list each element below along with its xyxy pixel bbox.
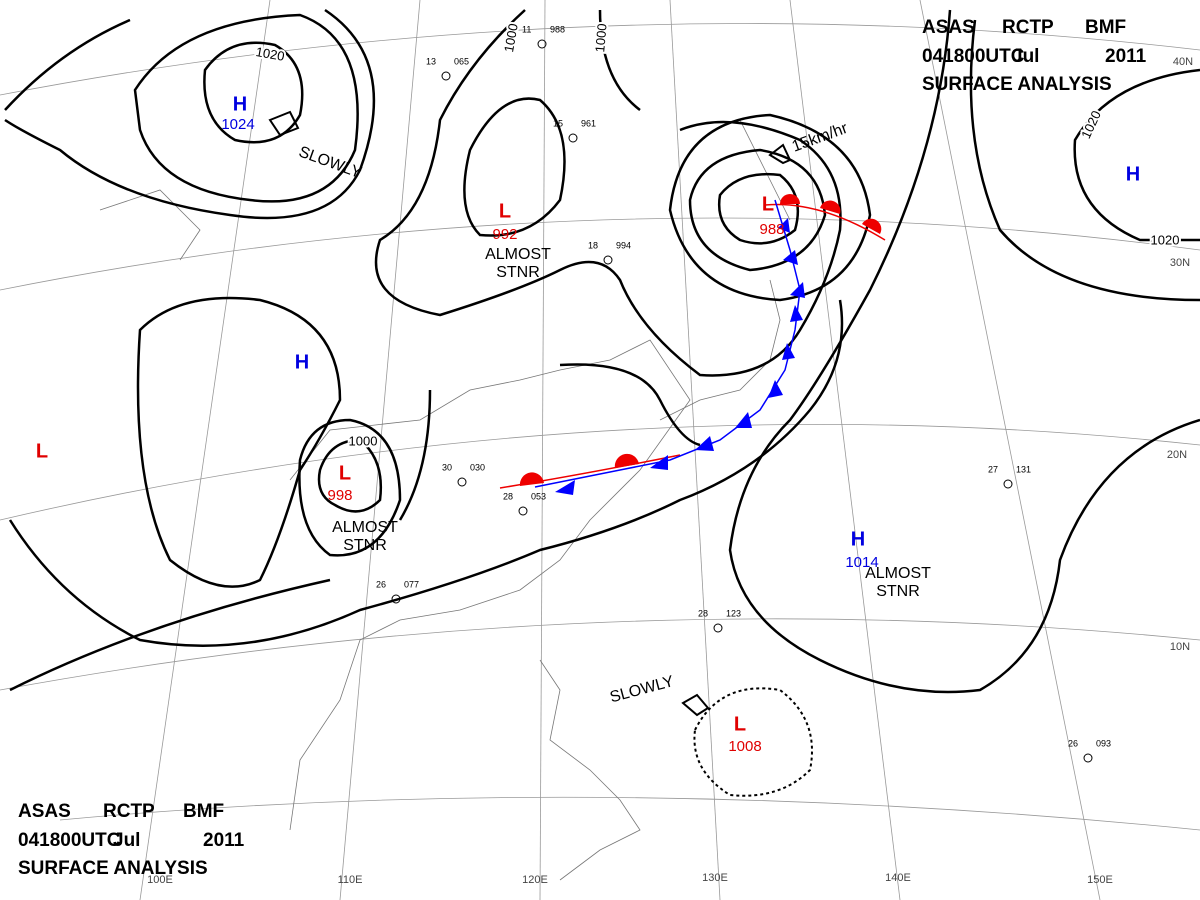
pressure-center-symbol: L [499,200,511,222]
station-pressure: 030 [470,462,485,472]
station-pressure: 994 [616,240,631,250]
station-marker [441,71,451,81]
motion-label: ALMOST STNR [332,519,398,554]
longitude-label: 150E [1087,874,1113,886]
station-pressure: 077 [404,579,419,589]
station-temp: 28 [698,608,708,618]
pressure-center-symbol: L [762,193,774,215]
station-pressure: 053 [531,491,546,501]
station-marker [457,477,467,487]
station-marker [1083,753,1093,763]
latitude-label: 40N [1173,56,1193,68]
station-marker [537,39,547,49]
station-temp: 13 [426,56,436,66]
latitude-label: 30N [1170,257,1190,269]
station-pressure: 961 [581,118,596,128]
isobars [4,8,1200,797]
longitude-label: 100E [147,874,173,886]
station-temp: 28 [503,491,513,501]
header-word: 2011 [203,830,245,851]
header-word: Jul [1012,46,1039,67]
station-pressure: 093 [1096,738,1111,748]
header-word: RCTP [103,801,155,822]
header-word: 2011 [1105,46,1147,67]
header-line: SURFACE ANALYSIS [922,74,1112,95]
isobar-label: 1000 [592,23,609,53]
station-pressure: 131 [1016,464,1031,474]
station-marker [518,506,528,516]
header-word: BMF [183,801,224,822]
station-pressure: 123 [726,608,741,618]
fronts [268,110,886,717]
longitude-label: 120E [522,874,548,886]
isobar-label: 1000 [349,433,378,448]
station-pressure: 988 [550,24,565,34]
station-marker [391,594,401,604]
pressure-center-symbol: L [734,713,746,735]
pressure-center-symbol: H [1126,163,1140,185]
header-word: RCTP [1002,17,1054,38]
motion-label: ALMOST STNR [485,246,551,281]
isobar-label: 1020 [1151,232,1180,247]
pressure-center-symbol: L [36,440,48,462]
header-word: 041800UTC [18,830,121,851]
station-temp: 30 [442,462,452,472]
station-temp: 18 [588,240,598,250]
latitude-label: 20N [1167,449,1187,461]
station-pressure: 065 [454,56,469,66]
station-marker [568,133,578,143]
station-temp: 26 [376,579,386,589]
header-word: Jul [113,830,140,851]
station-temp: 26 [1068,738,1078,748]
header-word: ASAS [922,17,975,38]
coastlines [99,119,791,881]
header-word: 041800UTC [922,46,1025,67]
station-temp: 11 [522,24,531,34]
longitude-label: 110E [338,874,363,886]
header-word: ASAS [18,801,71,822]
latitude-label: 10N [1170,641,1190,653]
station-temp: 15 [553,118,563,128]
isobar-label: 1020 [255,44,286,64]
pressure-center-symbol: H [233,93,247,115]
pressure-center-value: 998 [327,487,352,504]
motion-label: ALMOST STNR [865,565,931,600]
isobar-label: 1000 [501,22,521,53]
header-word: BMF [1085,17,1126,38]
pressure-center-value: 1024 [221,116,254,133]
pressure-center-symbol: L [339,462,351,484]
longitude-label: 140E [885,872,911,884]
pressure-center-value: 1008 [728,738,761,755]
pressure-center-value: 992 [492,226,517,243]
station-marker [1003,479,1013,489]
header-line: SURFACE ANALYSIS [18,858,208,879]
station-marker [713,623,723,633]
pressure-center-value: 1014 [845,554,878,571]
pressure-center-value: 988 [759,221,784,238]
station-marker [603,255,613,265]
pressure-center-symbol: H [295,351,309,373]
pressure-center-symbol: H [851,528,865,550]
longitude-label: 130E [702,872,728,884]
station-temp: 27 [988,464,998,474]
